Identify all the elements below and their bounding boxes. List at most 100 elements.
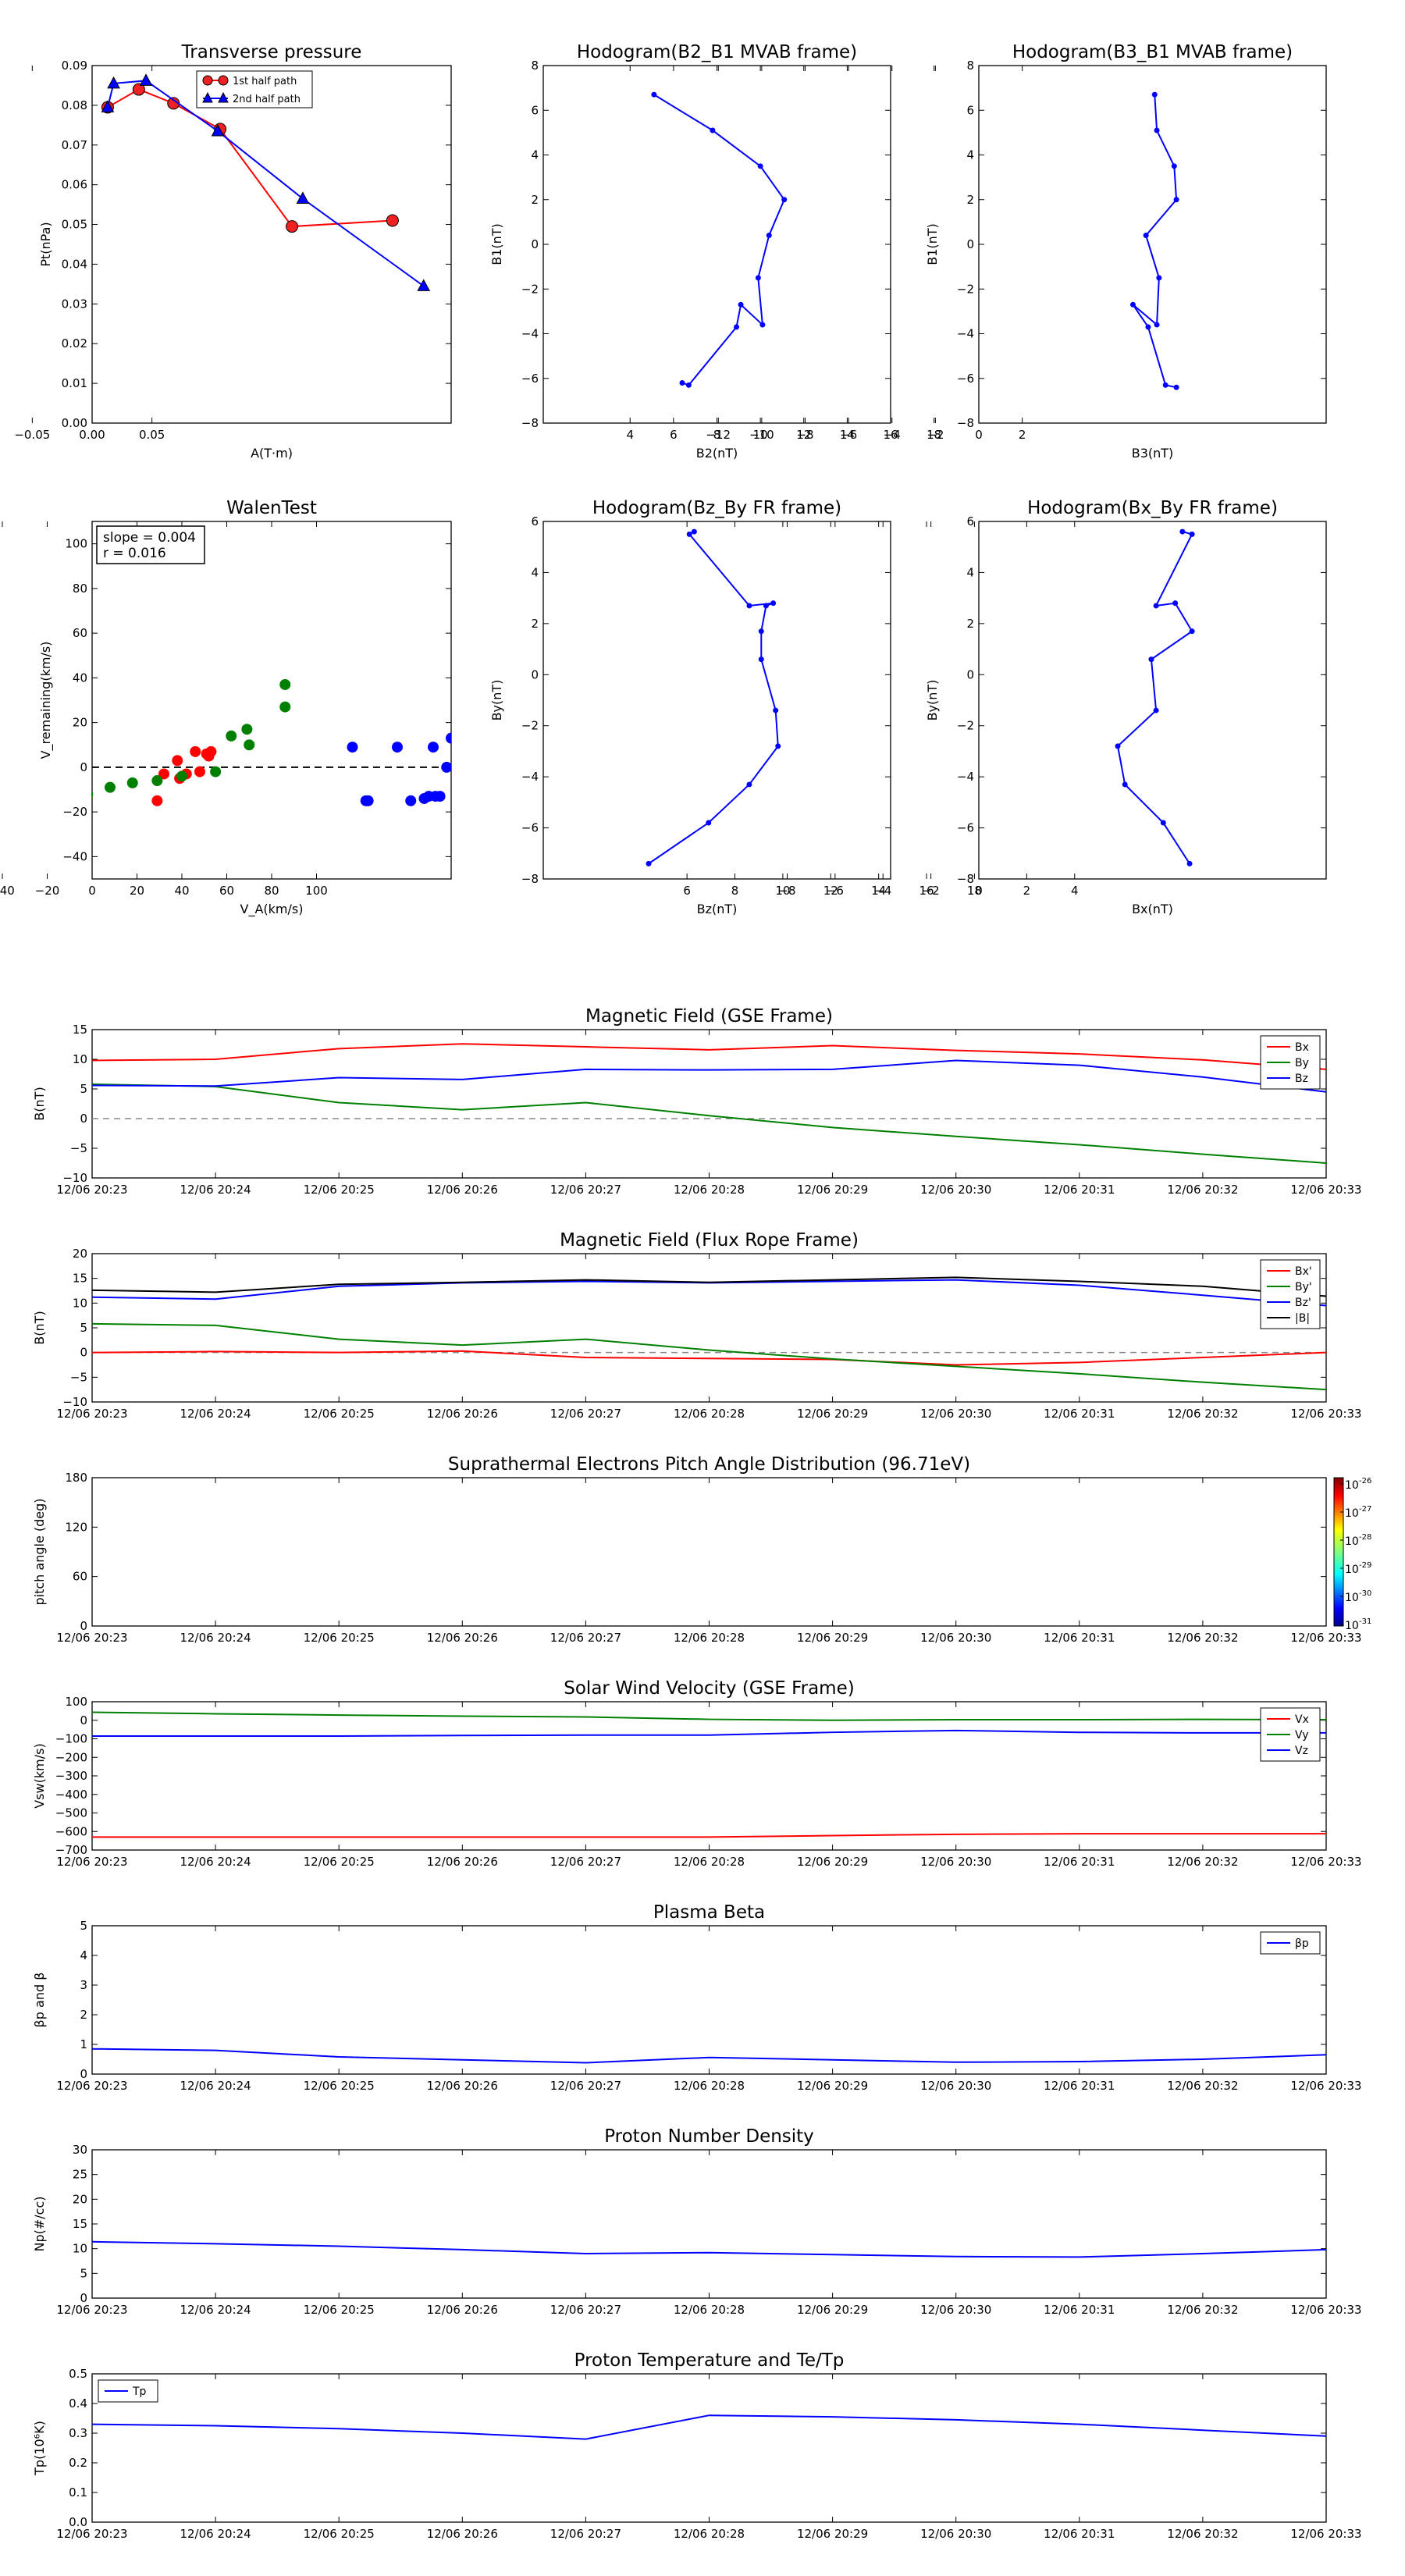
y-tick-label: 0.07 xyxy=(62,138,87,152)
plot-area xyxy=(92,2048,1326,2064)
plot-frame xyxy=(91,1925,1327,2075)
plot-frame xyxy=(91,1701,1327,1851)
data-point xyxy=(685,382,692,388)
x-tick-label: 12/06 20:32 xyxy=(1167,2079,1238,2093)
plot-area xyxy=(92,1043,1326,1164)
x-tick-label: 12/06 20:29 xyxy=(797,1855,868,1869)
data-point xyxy=(241,724,253,735)
x-tick-label: 12/06 20:26 xyxy=(427,1631,498,1645)
y-tick-label: −4 xyxy=(957,770,974,784)
y-tick-label: 0.1 xyxy=(69,2485,87,2500)
x-tick-label: 12/06 20:29 xyxy=(797,1407,868,1421)
x-tick-label: 12/06 20:27 xyxy=(550,2303,621,2317)
y-tick-label: −6 xyxy=(521,821,539,835)
x-tick-label: 12/06 20:30 xyxy=(920,2303,991,2317)
series-line-Bx' xyxy=(92,1350,1326,1366)
data-point xyxy=(347,742,358,753)
x-tick-label: 12/06 20:30 xyxy=(920,2079,991,2093)
x-tick-label: 100 xyxy=(305,884,328,898)
series-line-Bx xyxy=(92,1043,1326,1070)
colorbar-label: 10 xyxy=(1345,1620,1359,1632)
plot-frame xyxy=(91,65,452,424)
x-tick-label: 2 xyxy=(1023,884,1031,898)
y-tick-label: −2 xyxy=(957,719,974,733)
data-point xyxy=(757,163,763,169)
x-tick-label: −4 xyxy=(874,884,891,898)
legend: 1st half path 2nd half path xyxy=(196,70,313,109)
data-point xyxy=(386,214,399,227)
data-point xyxy=(691,528,697,535)
x-tick-label: 12/06 20:26 xyxy=(427,2527,498,2541)
data-point xyxy=(126,777,138,788)
y-tick-label: 120 xyxy=(65,1520,87,1534)
x-tick-label: 12/06 20:28 xyxy=(674,1631,745,1645)
colorbar-exponent: -30 xyxy=(1359,1589,1371,1598)
plot-frame xyxy=(978,521,1327,880)
plot-area xyxy=(1129,91,1179,390)
chart-title: Hodogram(B3_B1 MVAB frame) xyxy=(1012,42,1293,62)
x-tick-label: 12/06 20:24 xyxy=(180,2303,251,2317)
y-tick-label: −6 xyxy=(521,372,539,386)
y-tick-label: −4 xyxy=(521,770,539,784)
x-tick-label: 12/06 20:25 xyxy=(304,2079,375,2093)
legend-label: Bz' xyxy=(1295,1297,1311,1309)
plot-area xyxy=(92,678,451,806)
y-tick-label: 5 xyxy=(80,1919,87,1933)
plot-area xyxy=(646,528,781,866)
y-tick-label: −6 xyxy=(957,372,974,386)
x-tick-label: −40 xyxy=(0,884,15,898)
y-tick-label: 15 xyxy=(73,2217,87,2231)
x-tick-label: −6 xyxy=(840,428,857,442)
colorbar-label: 10 xyxy=(1345,1564,1359,1576)
y-tick-label: 0.05 xyxy=(62,218,87,232)
x-tick-label: 12/06 20:32 xyxy=(1167,1631,1238,1645)
x-tick-label: 12/06 20:31 xyxy=(1044,2303,1115,2317)
legend-label: Bx' xyxy=(1295,1265,1312,1278)
y-tick-label: −8 xyxy=(521,416,539,430)
x-tick-label: 12/06 20:27 xyxy=(550,1855,621,1869)
plot-area xyxy=(651,91,788,388)
x-tick-label: 12/06 20:29 xyxy=(797,2079,868,2093)
y-axis-label: Tp(10⁶K) xyxy=(32,2421,47,2476)
x-tick-label: 12/06 20:23 xyxy=(56,1407,127,1421)
legend-label: 1st half path xyxy=(233,76,297,87)
plot-frame xyxy=(542,65,891,424)
data-point xyxy=(362,795,374,806)
data-point xyxy=(405,795,417,806)
y-tick-label: 0 xyxy=(80,2291,87,2305)
x-tick-label: 14 xyxy=(840,428,855,442)
data-point xyxy=(646,860,652,866)
y-tick-label: 20 xyxy=(73,716,87,730)
y-tick-label: 0 xyxy=(531,237,539,251)
chart-vsw: Solar Wind Velocity (GSE Frame) 12/06 20:… xyxy=(32,1678,1362,1869)
series-line-Vy xyxy=(92,1711,1326,1721)
y-tick-label: −300 xyxy=(55,1769,87,1783)
data-point xyxy=(755,275,761,281)
x-tick-label: 12/06 20:31 xyxy=(1044,1855,1115,1869)
data-point xyxy=(92,791,94,798)
legend-marker xyxy=(202,75,213,86)
series-line-Bz xyxy=(92,1059,1326,1093)
x-tick-label: 0 xyxy=(88,884,96,898)
x-tick-label: 12/06 20:26 xyxy=(427,2079,498,2093)
y-tick-label: 0 xyxy=(80,2067,87,2081)
x-tick-label: 12/06 20:27 xyxy=(550,2527,621,2541)
x-tick-label: −8 xyxy=(778,884,795,898)
x-tick-label: 12/06 20:33 xyxy=(1290,1183,1361,1197)
x-tick-label: 0 xyxy=(975,884,983,898)
plot-frame xyxy=(91,1029,1327,1179)
y-tick-label: 0.3 xyxy=(69,2426,87,2440)
colorbar-exponent: -26 xyxy=(1359,1477,1371,1485)
x-tick-label: 12/06 20:24 xyxy=(180,2079,251,2093)
y-tick-label: 4 xyxy=(80,1948,87,1962)
x-tick-label: 0.05 xyxy=(139,428,165,442)
x-tick-label: −6 xyxy=(827,884,844,898)
y-tick-label: 0 xyxy=(966,237,974,251)
y-tick-label: 2 xyxy=(80,2008,87,2022)
x-tick-label: 12/06 20:29 xyxy=(797,1631,868,1645)
x-tick-label: 6 xyxy=(670,428,678,442)
series-line-By xyxy=(92,1083,1326,1164)
x-tick-label: 12/06 20:31 xyxy=(1044,2527,1115,2541)
y-tick-label: −4 xyxy=(521,327,539,341)
